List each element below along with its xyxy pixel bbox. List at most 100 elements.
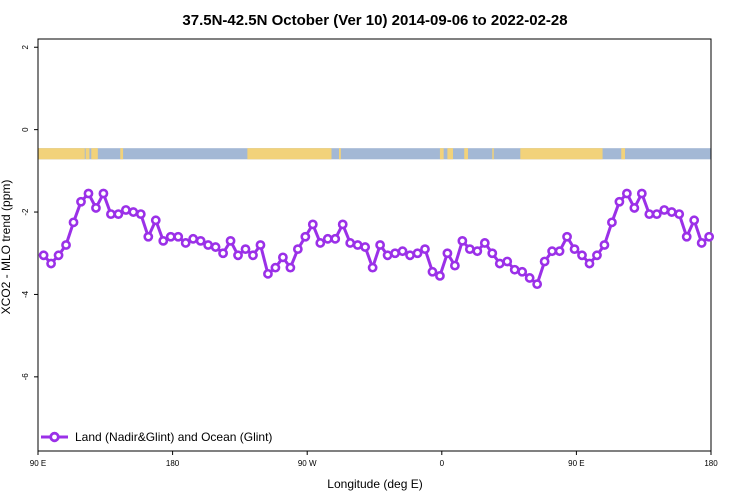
land-segment <box>520 148 603 160</box>
x-tick-label: 90 W <box>298 459 317 468</box>
land-segment <box>120 148 124 160</box>
data-point <box>83 188 94 199</box>
data-point <box>420 244 430 255</box>
y-axis-label: XCO2 - MLO trend (ppm) <box>0 180 13 315</box>
y-tick-label: -6 <box>21 373 30 381</box>
land-ocean-strip <box>38 148 711 160</box>
data-point <box>248 250 258 261</box>
data-point <box>614 196 625 207</box>
data-point <box>240 244 251 255</box>
plot-frame <box>37 38 712 452</box>
land-segment <box>447 148 454 160</box>
land-segment <box>91 148 98 160</box>
data-point <box>292 244 303 255</box>
data-point <box>629 203 640 213</box>
y-tick-label: -2 <box>21 208 30 216</box>
data-point <box>330 233 341 244</box>
data-point <box>449 260 460 271</box>
legend-marker <box>49 431 60 443</box>
x-tick-label: 90 E <box>568 459 584 468</box>
data-point <box>128 207 139 217</box>
data-point <box>315 238 326 248</box>
data-point <box>547 246 557 257</box>
chart-title: 37.5N-42.5N October (Ver 10) 2014-09-06 … <box>182 12 567 29</box>
data-point <box>487 248 498 259</box>
data-point <box>203 240 214 250</box>
x-tick-label: 0 <box>440 459 445 468</box>
data-point <box>689 215 700 226</box>
y-axis: 2 0 -2 -4 -6 <box>21 44 38 380</box>
data-point <box>150 215 161 226</box>
data-point <box>405 250 415 261</box>
data-point <box>562 231 572 242</box>
data-point <box>696 238 707 248</box>
data-point <box>502 256 513 267</box>
x-tick-label: 180 <box>704 459 718 468</box>
data-point <box>479 238 490 248</box>
data-point <box>367 262 378 273</box>
data-point <box>644 209 655 219</box>
data-point <box>120 205 131 215</box>
data-point <box>165 231 176 242</box>
data-point <box>173 231 184 242</box>
data-point <box>345 238 356 248</box>
legend: Land (Nadir&Glint) and Ocean (Glint) <box>41 430 272 444</box>
data-point <box>607 217 617 228</box>
data-point <box>464 244 475 255</box>
legend-label: Land (Nadir&Glint) and Ocean (Glint) <box>75 430 272 444</box>
data-point <box>106 209 116 219</box>
land-segment <box>464 148 468 160</box>
y-tick-label: 2 <box>21 44 30 49</box>
data-point <box>651 209 662 219</box>
data-point <box>68 217 79 228</box>
data-point <box>554 246 565 257</box>
ocean-band <box>38 148 711 160</box>
land-segment <box>85 148 90 160</box>
x-tick-label: 180 <box>166 459 180 468</box>
data-point <box>577 250 587 261</box>
data-point <box>435 270 445 281</box>
land-segment <box>247 148 332 160</box>
data-point <box>352 240 363 250</box>
data-point <box>46 258 56 269</box>
data-point <box>180 238 191 248</box>
data-point <box>636 188 647 199</box>
data-point <box>337 219 348 230</box>
data-point <box>621 188 632 199</box>
data-point <box>300 231 311 242</box>
data-point <box>210 242 221 252</box>
data-point <box>91 203 101 213</box>
land-segment <box>621 148 626 160</box>
data-point <box>195 235 206 246</box>
data-point <box>509 264 520 275</box>
data-point <box>532 279 543 290</box>
land-segment <box>338 148 341 160</box>
data-point <box>674 209 685 219</box>
data-point <box>524 273 535 283</box>
data-point <box>442 248 453 259</box>
data-point <box>704 231 715 242</box>
data-point <box>113 209 124 219</box>
data-point <box>397 246 408 257</box>
series-layer <box>38 188 715 290</box>
data-point <box>412 248 423 259</box>
data-point <box>472 246 483 257</box>
data-point <box>375 240 386 250</box>
data-point <box>307 219 318 230</box>
data-point <box>233 250 243 261</box>
data-point <box>382 250 393 261</box>
land-segment <box>38 148 85 160</box>
data-point <box>53 250 64 261</box>
x-axis-label: Longitude (deg E) <box>327 477 422 491</box>
data-point <box>666 207 677 217</box>
data-point <box>539 256 550 267</box>
data-point <box>360 242 371 252</box>
data-point <box>263 268 273 279</box>
data-point <box>61 240 71 250</box>
data-point <box>322 233 333 244</box>
data-point <box>584 258 595 269</box>
data-point <box>188 233 199 244</box>
data-point <box>158 235 169 246</box>
land-segment <box>492 148 494 160</box>
y-tick-label: 0 <box>21 127 30 132</box>
